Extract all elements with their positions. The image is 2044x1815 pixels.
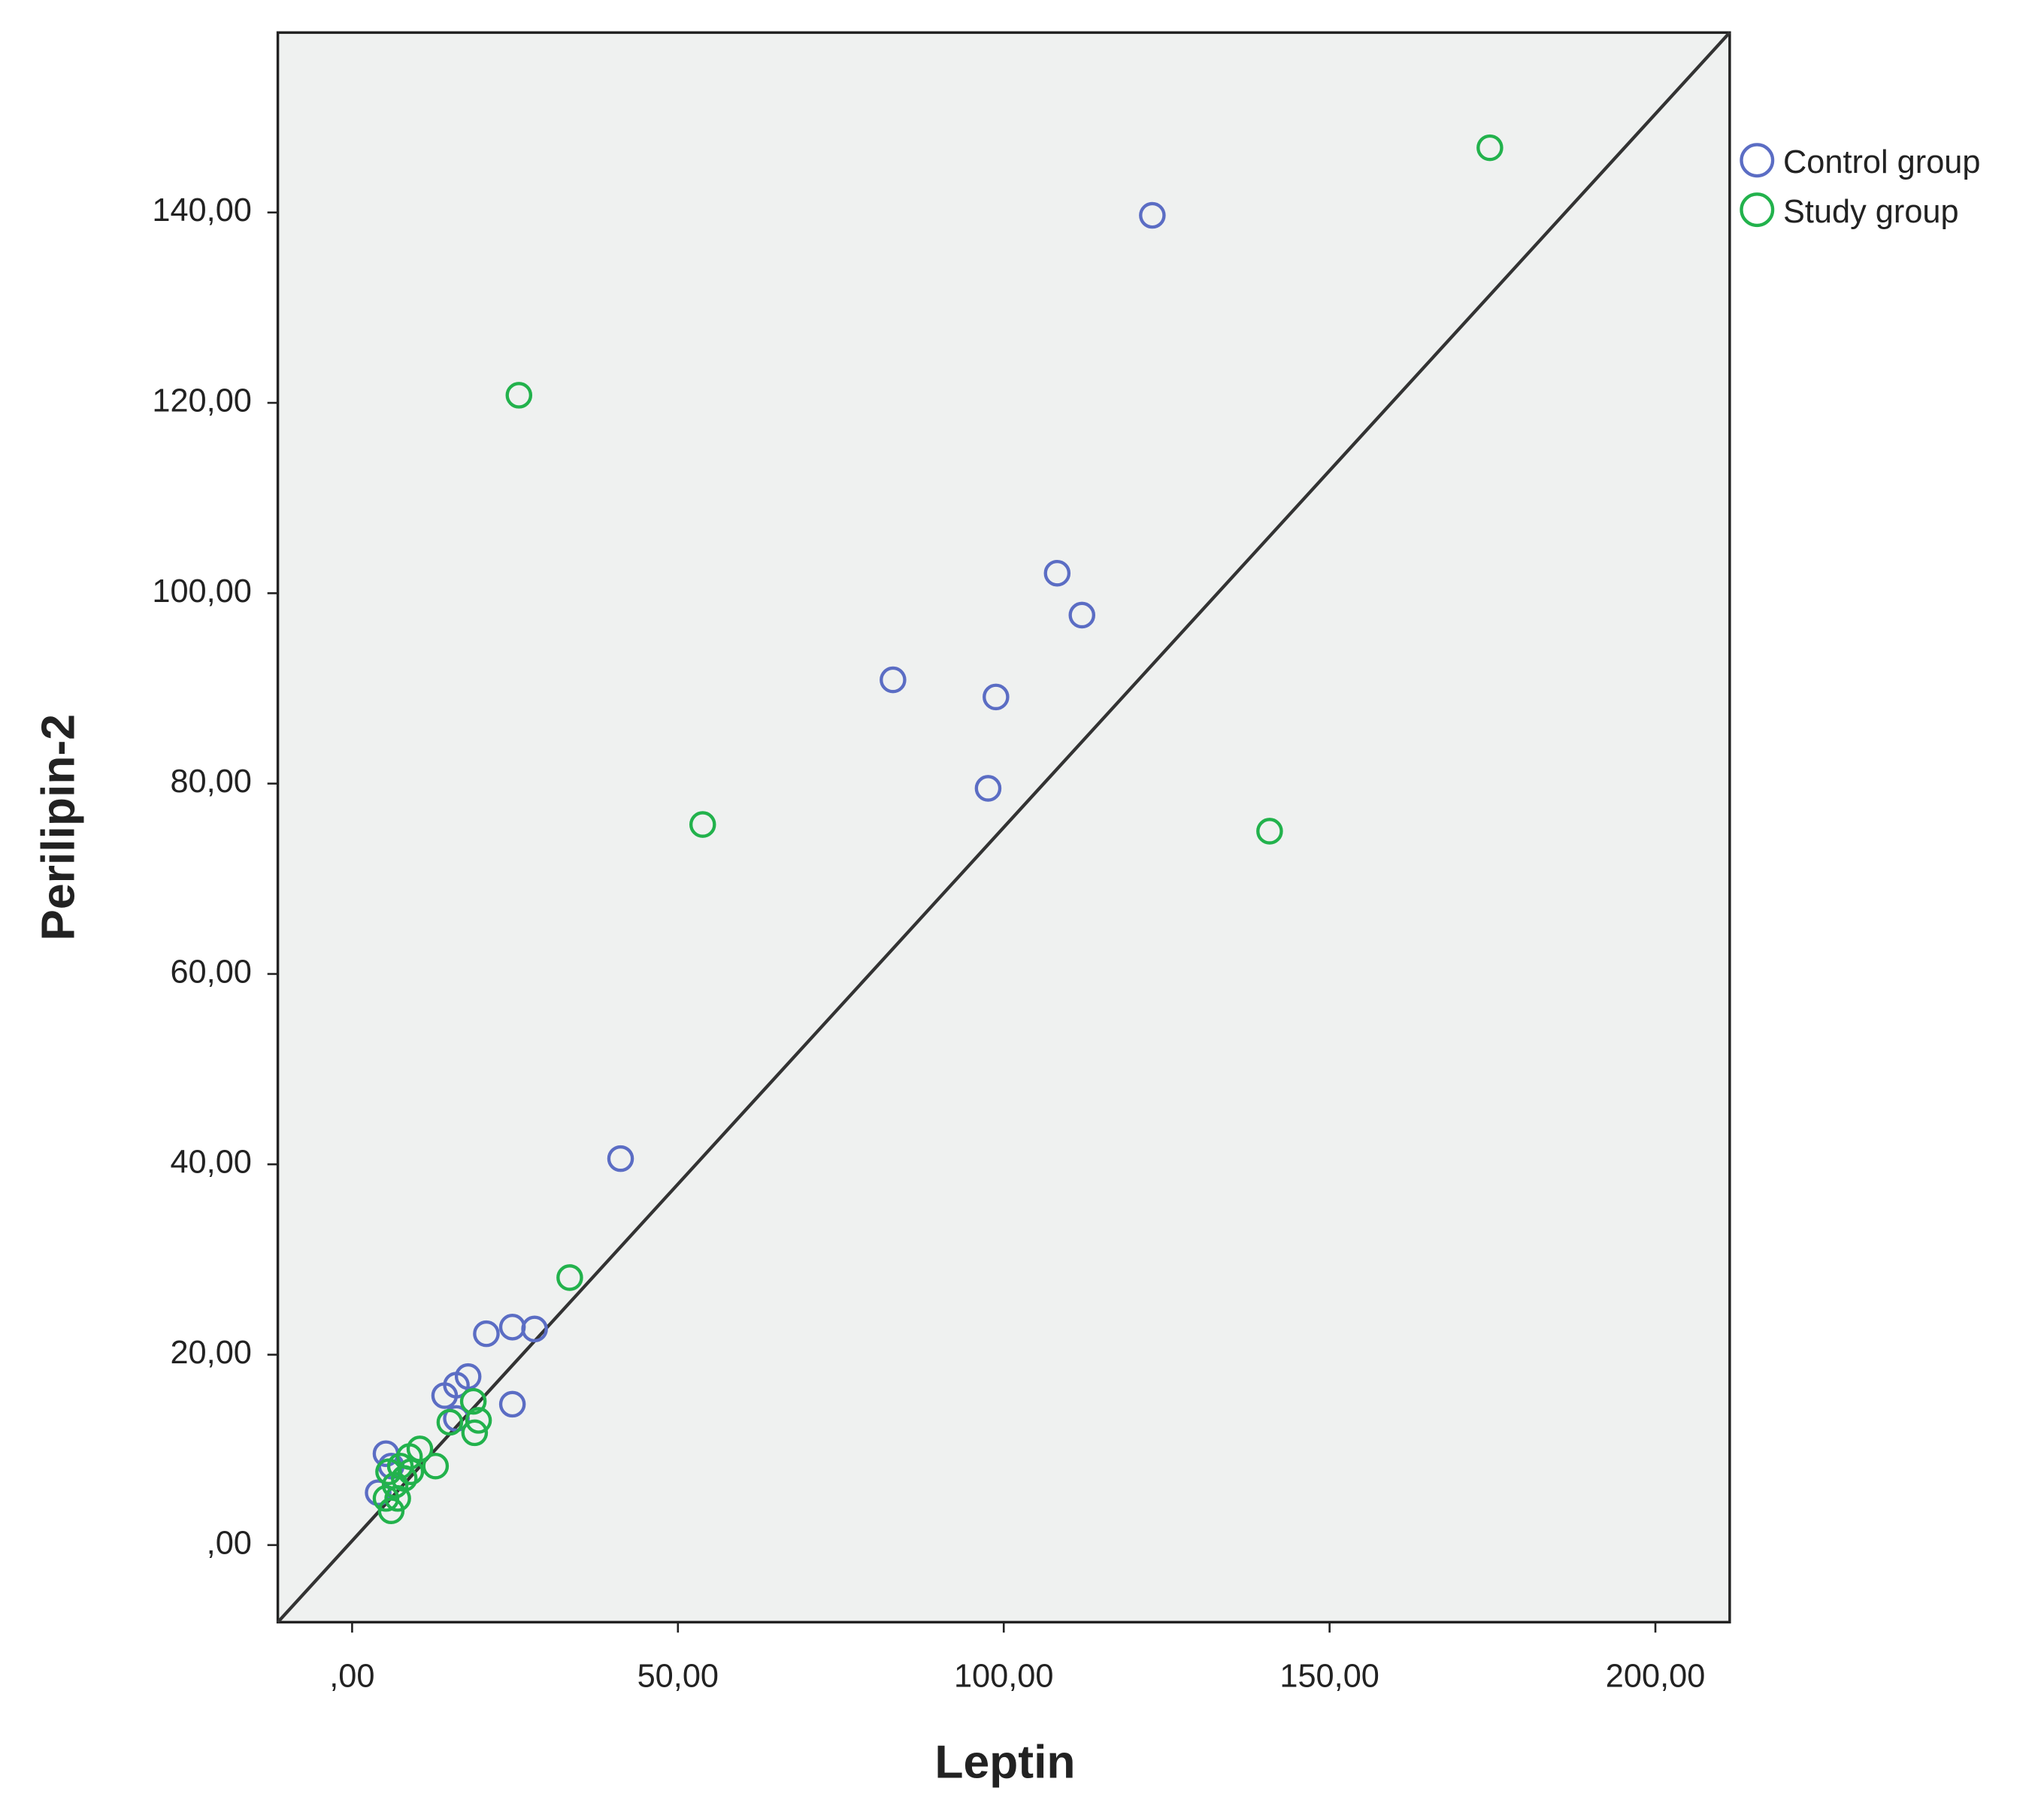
point (461, 1419, 489, 1447)
y-tick-label: 40,00 (170, 1145, 251, 1181)
point (465, 1407, 492, 1434)
point (974, 775, 1002, 802)
x-tick-label: 200,00 (1606, 1658, 1706, 1694)
point (454, 1363, 482, 1390)
point (384, 1485, 411, 1512)
x-tick-label: ,00 (329, 1658, 374, 1694)
point (1068, 601, 1096, 629)
y-tick-label: 80,00 (170, 764, 251, 800)
point (365, 1479, 392, 1506)
point (521, 1315, 548, 1343)
x-axis-title: Leptin (934, 1737, 1075, 1789)
point (498, 1390, 526, 1418)
point (375, 1458, 402, 1486)
y-tick-label: 140,00 (152, 192, 252, 228)
y-tick-label: 60,00 (170, 954, 251, 990)
point (880, 666, 907, 694)
x-tick-label: 150,00 (1279, 1658, 1379, 1694)
point (689, 811, 716, 838)
point (436, 1408, 464, 1436)
y-tick-label: 100,00 (152, 573, 252, 610)
x-tick-label: 50,00 (637, 1658, 719, 1694)
point (459, 1387, 487, 1415)
point (1139, 201, 1166, 229)
point (1476, 134, 1503, 162)
y-tick-label: 120,00 (152, 383, 252, 419)
legend-label: Study group (1783, 194, 1959, 230)
point (422, 1452, 450, 1480)
legend-marker (1740, 143, 1775, 178)
y-tick-label: 20,00 (170, 1335, 251, 1371)
point (607, 1145, 634, 1172)
point (377, 1497, 405, 1525)
point (381, 1472, 409, 1499)
point (372, 1485, 400, 1512)
point (556, 1264, 583, 1291)
legend-label: Control group (1783, 144, 1981, 180)
point (473, 1320, 500, 1348)
y-axis-title: Perilipin-2 (32, 714, 84, 941)
y-tick-label: ,00 (207, 1525, 252, 1561)
legend-marker (1740, 192, 1775, 228)
point (1043, 559, 1071, 587)
x-tick-label: 100,00 (954, 1658, 1054, 1694)
point (983, 683, 1010, 711)
point (505, 382, 533, 409)
reference-line (276, 31, 1731, 1623)
point (1256, 818, 1283, 845)
